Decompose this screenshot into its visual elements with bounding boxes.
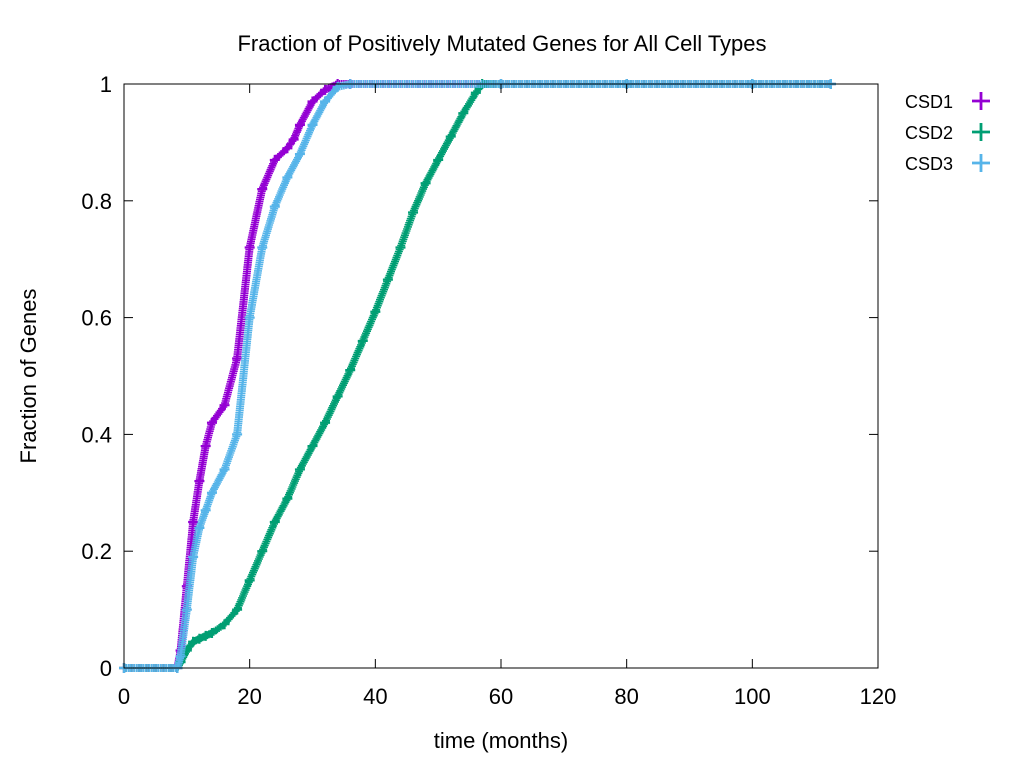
data-point (257, 184, 268, 195)
data-point (345, 365, 356, 376)
data-point (181, 604, 192, 615)
legend: CSD1 CSD2 CSD3 (905, 92, 990, 174)
legend-label: CSD2 (905, 123, 953, 143)
data-point (433, 154, 444, 165)
data-point (458, 108, 469, 119)
data-point (188, 517, 199, 527)
data-point (219, 400, 230, 411)
data-point (470, 87, 481, 98)
y-tick-label: 0.2 (81, 539, 112, 564)
data-point (307, 96, 318, 107)
legend-label: CSD1 (905, 92, 953, 112)
legend-item-csd1: CSD1 (905, 92, 990, 112)
data-point (294, 464, 305, 475)
x-tick-label: 80 (614, 684, 638, 709)
series-csd3 (119, 79, 836, 673)
data-point (244, 575, 255, 586)
data-point (219, 619, 230, 630)
x-axis: 0 20 40 60 80 100 120 (118, 84, 896, 709)
data-point (320, 84, 331, 95)
legend-marker-icon (972, 154, 990, 172)
y-tick-label: 1 (100, 72, 112, 97)
legend-marker-icon (972, 92, 990, 110)
data-point (445, 131, 456, 142)
x-axis-label: time (months) (434, 728, 568, 753)
legend-item-csd2: CSD2 (905, 123, 990, 143)
data-point (282, 493, 293, 504)
data-point (232, 429, 243, 440)
legend-label: CSD3 (905, 154, 953, 174)
data-point (257, 546, 268, 557)
data-point (206, 487, 217, 498)
data-point (219, 464, 230, 475)
data-point (382, 274, 393, 285)
y-axis-label: Fraction of Genes (16, 289, 41, 464)
data-point (200, 630, 211, 641)
data-point (269, 201, 280, 212)
chart-title: Fraction of Positively Mutated Genes for… (237, 31, 766, 56)
data-point (332, 391, 343, 402)
data-point (357, 335, 368, 346)
data-point (200, 441, 211, 452)
data-point (200, 505, 211, 516)
data-point (206, 627, 217, 638)
x-tick-label: 40 (363, 684, 387, 709)
data-point (244, 312, 255, 323)
x-tick-label: 120 (860, 684, 897, 709)
data-point (188, 552, 199, 563)
y-tick-label: 0 (100, 656, 112, 681)
data-point (269, 154, 280, 165)
y-tick-label: 0.4 (81, 422, 112, 447)
data-point (194, 476, 205, 487)
data-point (294, 149, 305, 160)
data-point (320, 96, 331, 107)
data-point (320, 417, 331, 428)
x-tick-label: 100 (734, 684, 771, 709)
data-point (420, 178, 431, 189)
x-tick-label: 20 (237, 684, 261, 709)
data-point (307, 441, 318, 452)
series-line (120, 80, 835, 672)
series-line (120, 80, 835, 672)
data-point (206, 417, 217, 428)
data-point (188, 636, 199, 647)
data-point (194, 522, 205, 533)
y-tick-label: 0.8 (81, 189, 112, 214)
series-csd2 (119, 79, 836, 673)
data-point (307, 119, 318, 130)
data-point (232, 604, 243, 615)
data-point (282, 143, 293, 154)
legend-marker-icon (972, 123, 990, 141)
plot-frame (123, 83, 879, 669)
plot-area (119, 79, 836, 673)
data-point (395, 242, 406, 253)
data-point (370, 306, 381, 317)
data-point (294, 119, 305, 130)
x-tick-label: 60 (489, 684, 513, 709)
data-point (232, 353, 243, 364)
data-point (175, 651, 186, 662)
data-point (408, 207, 419, 218)
series-line (120, 80, 835, 672)
series-csd1 (119, 79, 836, 673)
data-point (269, 517, 280, 527)
x-tick-label: 0 (118, 684, 130, 709)
y-tick-label: 0.6 (81, 306, 112, 331)
data-point (257, 242, 268, 253)
y-axis: 0 0.2 0.4 0.6 0.8 1 (81, 72, 878, 681)
data-point (282, 172, 293, 183)
legend-item-csd3: CSD3 (905, 154, 990, 174)
data-point (194, 633, 205, 644)
data-point (288, 134, 299, 145)
data-point (244, 242, 255, 253)
